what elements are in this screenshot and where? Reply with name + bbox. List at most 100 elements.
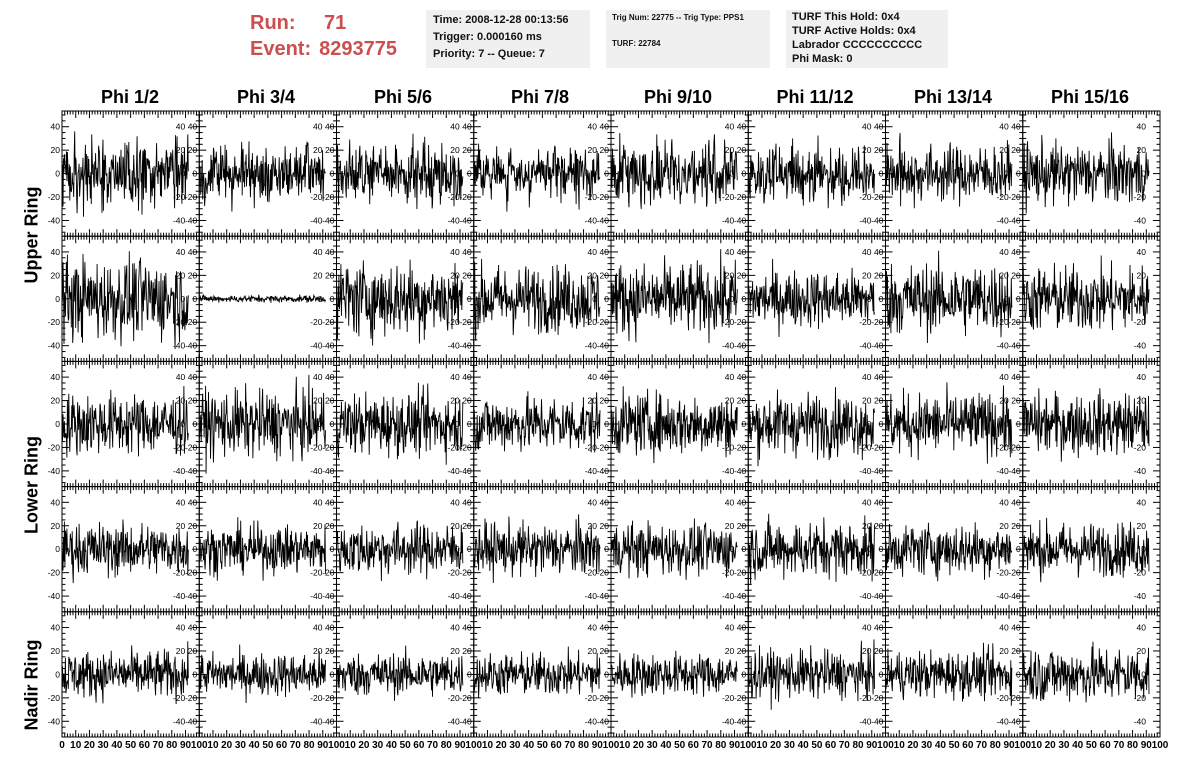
phi-mask-text: Phi Mask: 0: [792, 53, 853, 65]
y-tick-label-right-r1-c8: -20: [1134, 192, 1147, 202]
y-tick-label-right-r4-c7: 40: [999, 497, 1009, 507]
event-value: 8293775: [319, 38, 397, 60]
y-tick-label-left-r2-c6: 40: [737, 247, 747, 257]
y-tick-label-left-r1-c8: 0: [1016, 169, 1021, 179]
column-header-phi-15-16: Phi 15/16: [1050, 87, 1130, 107]
y-tick-label-left-r4-c1: -40: [48, 591, 61, 601]
y-tick-label-left-r1-c1: -40: [48, 215, 61, 225]
y-tick-label-right-r4-c7: -40: [996, 591, 1009, 601]
waveform-trace-r3-c7: [885, 382, 1013, 464]
y-tick-label-left-r2-c1: -20: [48, 317, 61, 327]
y-tick-label-left-r3-c8: 0: [1016, 419, 1021, 429]
waveform-trace-r1-c8: [1022, 132, 1150, 214]
run-label: Run:: [250, 12, 296, 34]
y-tick-label-right-r2-c3: -20: [447, 317, 460, 327]
y-tick-label-right-r2-c5: 40: [725, 247, 735, 257]
y-tick-label-left-r3-c1: 0: [55, 419, 60, 429]
y-tick-label-right-r2-c7: -20: [996, 317, 1009, 327]
y-tick-label-left-r2-c3: -20: [322, 317, 335, 327]
y-tick-label-left-r2-c3: -40: [322, 341, 335, 351]
y-tick-label-right-r2-c6: -40: [859, 341, 872, 351]
waveform-trace-r3-c5: [610, 386, 738, 464]
y-tick-label-right-r3-c7: -40: [996, 466, 1009, 476]
y-tick-label-left-r3-c3: -20: [322, 442, 335, 452]
event-row: Event: 8293775: [250, 36, 397, 62]
y-tick-label-right-r4-c1: -40: [173, 591, 186, 601]
y-tick-label-left-r4-c7: 20: [874, 521, 884, 531]
y-tick-label-left-r3-c7: -20: [871, 442, 884, 452]
y-tick-label-left-r4-c5: 0: [604, 544, 609, 554]
y-tick-label-left-r1-c6: 0: [742, 169, 747, 179]
y-tick-label-left-r2-c5: 40: [600, 247, 610, 257]
y-tick-label-left-r2-c3: 20: [325, 270, 335, 280]
y-tick-label-right-r2-c7: 40: [999, 247, 1009, 257]
y-tick-label-right-r3-c2: 40: [313, 372, 323, 382]
y-tick-label-right-r3-c7: -20: [996, 442, 1009, 452]
y-tick-label-left-r1-c7: -20: [871, 192, 884, 202]
y-tick-label-left-r1-c8: -40: [1008, 215, 1021, 225]
y-tick-label-left-r3-c5: -20: [597, 442, 610, 452]
y-tick-label-right-r1-c2: 40: [313, 122, 323, 132]
y-tick-label-right-r4-c5: 20: [725, 521, 735, 531]
y-tick-label-right-r4-c6: 20: [862, 521, 872, 531]
y-tick-label-left-r4-c8: 40: [1011, 497, 1021, 507]
y-tick-label-left-r4-c5: -40: [597, 591, 610, 601]
turf-info-box: TURF This Hold: 0x4 TURF Active Holds: 0…: [786, 10, 948, 68]
y-tick-label-left-r1-c1: -20: [48, 192, 61, 202]
y-tick-label-right-r1-c2: 20: [313, 145, 323, 155]
waveform-trace-r4-c7: [885, 522, 1013, 582]
y-tick-label-right-r2-c4: -40: [585, 341, 598, 351]
y-tick-label-left-r1-c7: -40: [871, 215, 884, 225]
y-tick-label-left-r1-c1: 40: [51, 122, 61, 132]
y-tick-label-left-r2-c7: 0: [879, 294, 884, 304]
y-tick-label-right-r4-c4: -20: [585, 568, 598, 578]
waveform-trace-r4-c6: [748, 513, 875, 585]
y-tick-label-right-r2-c6: 20: [862, 270, 872, 280]
y-tick-label-left-r2-c5: -40: [597, 341, 610, 351]
y-tick-label-left-r2-c3: 40: [325, 247, 335, 257]
y-tick-label-right-r4-c6: 40: [862, 497, 872, 507]
y-tick-label-left-r1-c5: -20: [597, 192, 610, 202]
time-info-box: Time: 2008-12-28 00:13:56 Trigger: 0.000…: [426, 10, 590, 68]
y-tick-label-left-r1-c5: 20: [600, 145, 610, 155]
y-tick-label-left-r3-c7: 0: [879, 419, 884, 429]
y-tick-label-left-r2-c5: 0: [604, 294, 609, 304]
y-tick-label-left-r3-c6: 40: [737, 372, 747, 382]
y-tick-label-right-r4-c6: -40: [859, 591, 872, 601]
y-tick-label-right-r1-c1: -40: [173, 215, 186, 225]
y-tick-label-left-r4-c1: 20: [51, 521, 61, 531]
y-tick-label-left-r2-c8: 40: [1011, 247, 1021, 257]
y-tick-label-right-r4-c8: 20: [1137, 521, 1147, 531]
y-tick-label-left-r2-c1: 0: [55, 294, 60, 304]
y-tick-label-right-r2-c2: 20: [313, 270, 323, 280]
y-tick-label-right-r1-c6: 40: [862, 122, 872, 132]
y-tick-label-right-r4-c2: 20: [313, 521, 323, 531]
y-tick-label-right-r4-c7: -20: [996, 568, 1009, 578]
y-tick-label-left-r2-c7: 20: [874, 270, 884, 280]
run-row: Run: 71: [250, 10, 397, 36]
y-tick-label-left-r4-c1: -20: [48, 568, 61, 578]
y-tick-label-left-r1-c3: 0: [330, 169, 335, 179]
y-tick-label-left-r3-c2: -20: [185, 442, 198, 452]
waveform-trace-r2-c7: [885, 250, 1013, 344]
y-tick-label-left-r3-c4: 20: [462, 396, 472, 406]
waveform-trace-r2-c4: [473, 258, 601, 341]
y-tick-label-left-r4-c5: 40: [600, 497, 610, 507]
y-tick-label-left-r1-c1: 20: [51, 145, 61, 155]
y-tick-label-right-r1-c7: 20: [999, 145, 1009, 155]
priority-text: Priority: 7 -- Queue: 7: [433, 48, 545, 60]
waveform-trace-r2-c3: [336, 259, 464, 346]
y-tick-label-left-r2-c7: -20: [871, 317, 884, 327]
y-tick-label-left-r1-c2: -20: [185, 192, 198, 202]
y-tick-label-left-r1-c4: 0: [467, 169, 472, 179]
waveform-trace-r1-c7: [885, 132, 1013, 209]
y-tick-label-left-r2-c6: -20: [734, 317, 747, 327]
y-tick-label-left-r4-c7: 40: [874, 497, 884, 507]
y-tick-label-left-r2-c4: 20: [462, 270, 472, 280]
y-tick-label-right-r1-c8: -40: [1134, 215, 1147, 225]
y-tick-label-right-r3-c1: 40: [176, 372, 186, 382]
y-tick-label-left-r3-c3: 0: [330, 419, 335, 429]
y-tick-label-left-r1-c8: 20: [1011, 145, 1021, 155]
y-tick-label-left-r3-c6: -40: [734, 466, 747, 476]
